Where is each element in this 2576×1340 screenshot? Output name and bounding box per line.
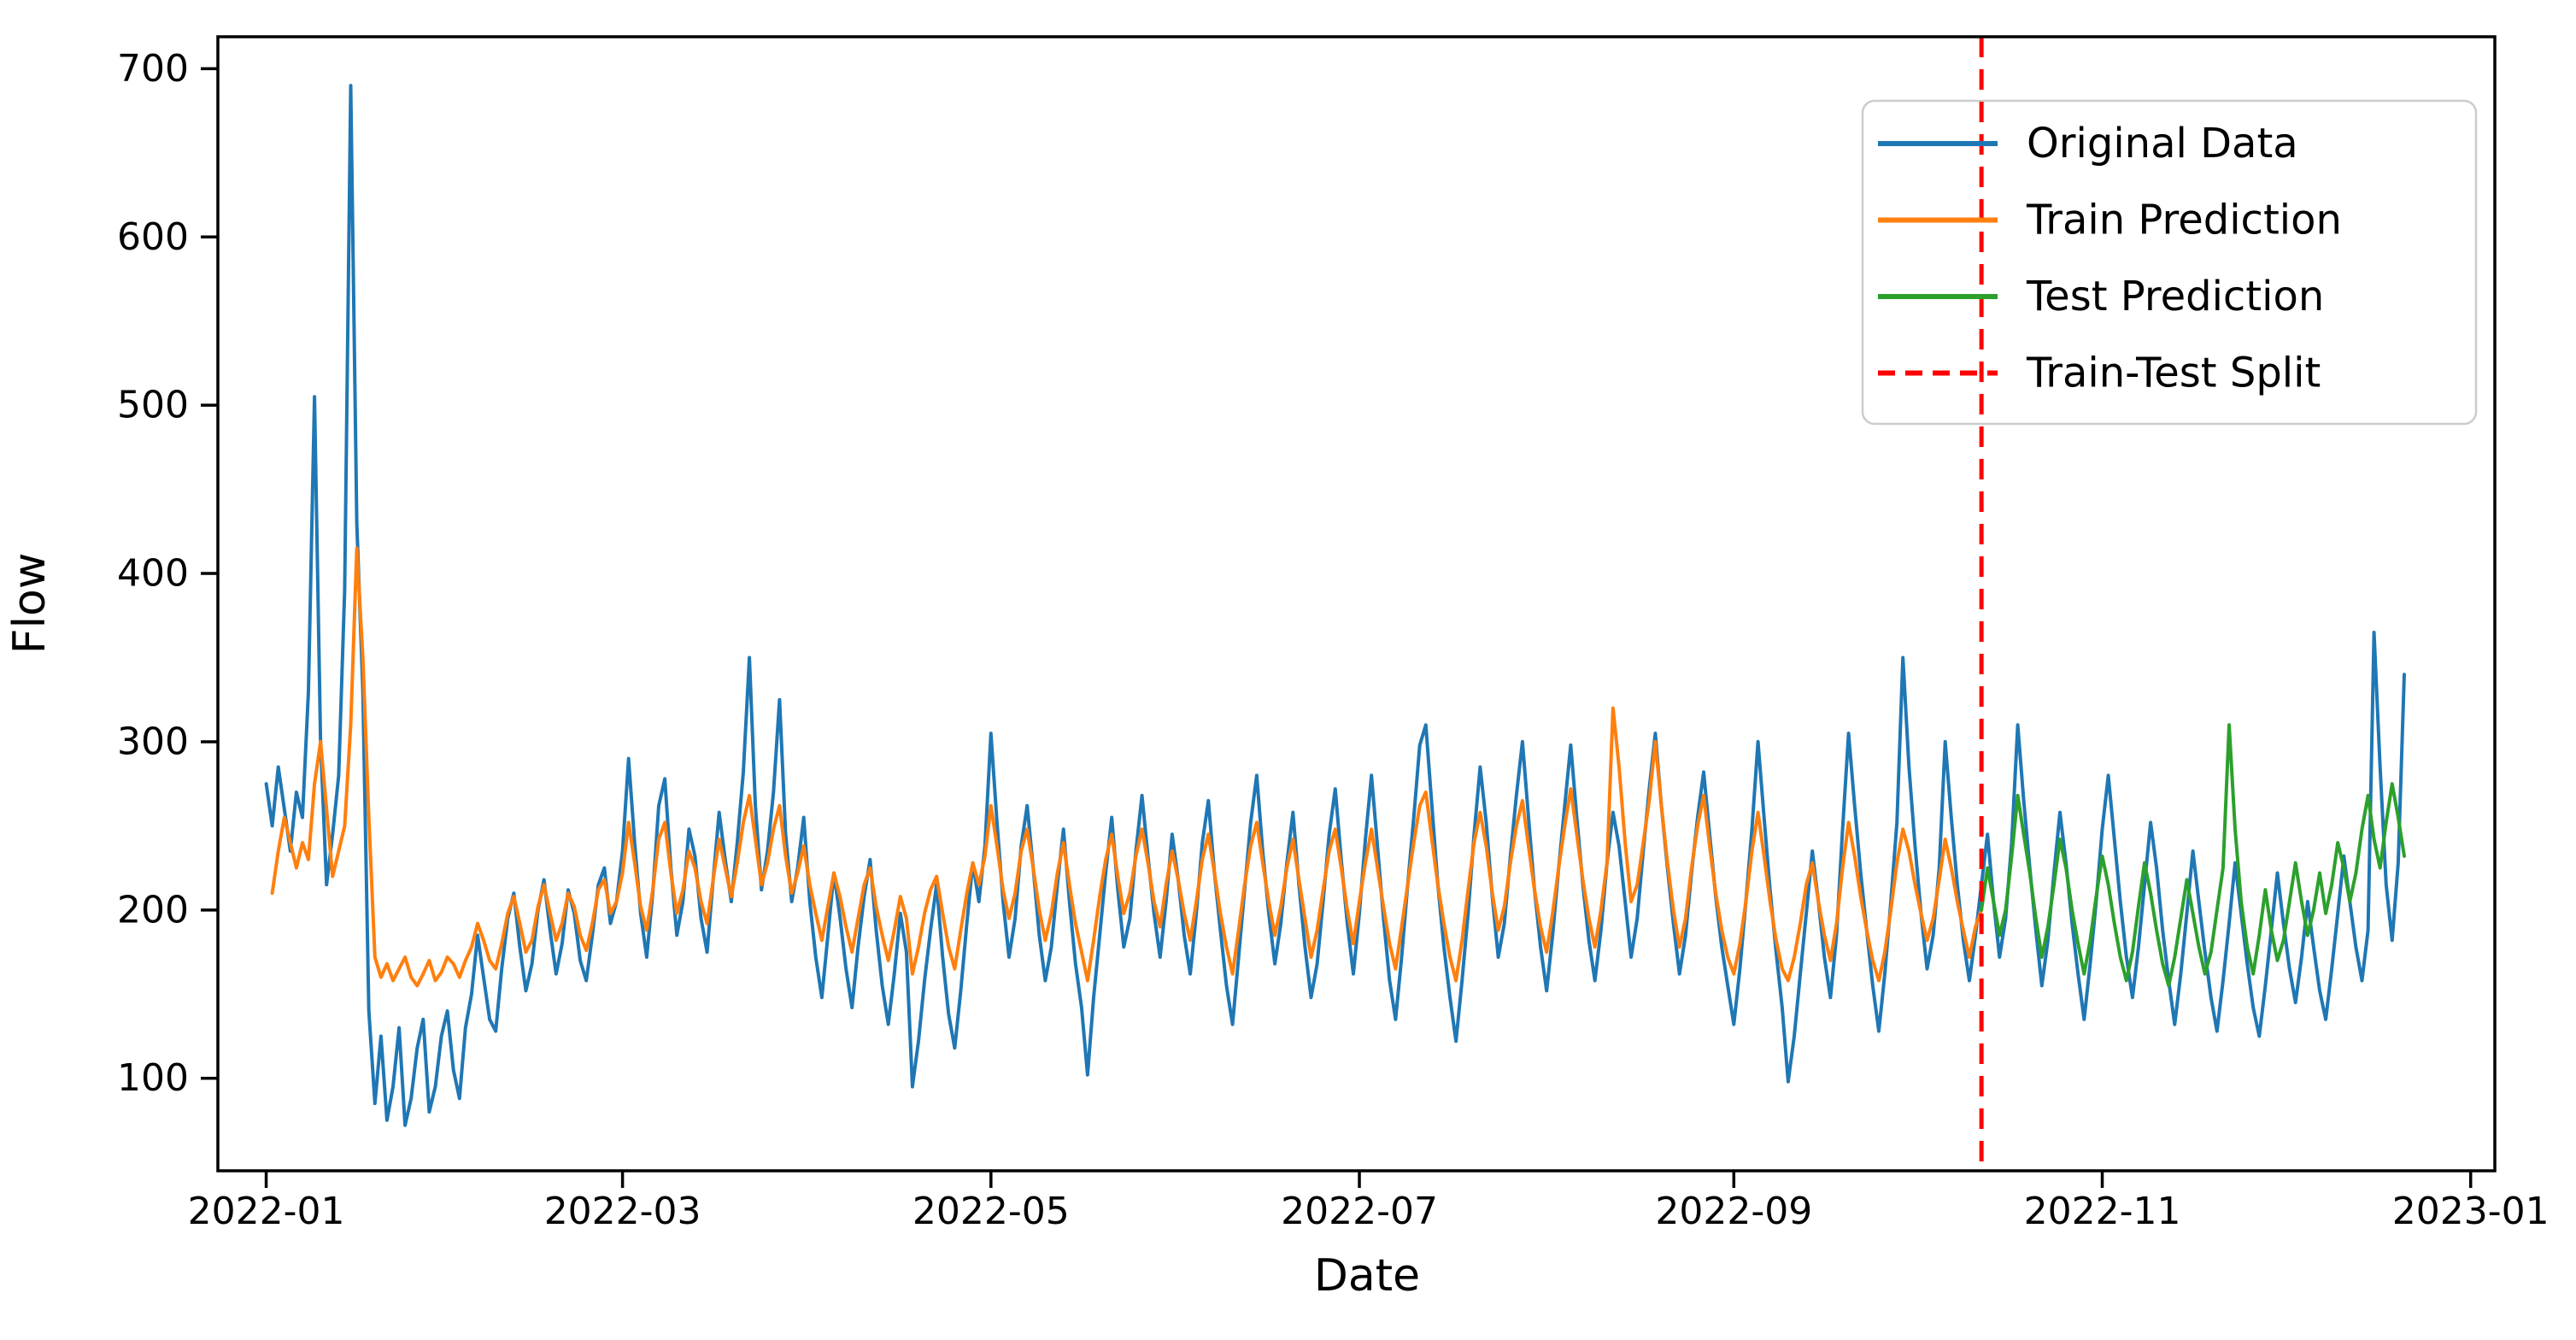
legend-entry-label: Train Prediction <box>2026 197 2342 244</box>
y-tick-label: 100 <box>117 1056 189 1100</box>
x-tick-label: 2022-03 <box>544 1190 701 1233</box>
legend-frame <box>1861 99 2478 426</box>
x-tick-label: 2022-11 <box>2024 1190 2181 1233</box>
y-tick-label: 500 <box>117 384 189 427</box>
y-tick-label: 300 <box>117 720 189 763</box>
y-tick-label: 600 <box>117 215 189 259</box>
legend: Original Data Train Prediction Test Predic… <box>1878 120 2342 397</box>
x-tick-label: 2023-01 <box>2392 1190 2550 1233</box>
series-line-train-prediction <box>270 546 1984 988</box>
x-tick-label: 2022-01 <box>188 1190 345 1233</box>
x-tick-label: 2022-09 <box>1655 1190 1812 1233</box>
legend-entry-label: Test Prediction <box>2026 273 2324 320</box>
plot-spines <box>216 35 2497 1172</box>
series-lines <box>264 84 2406 1127</box>
x-tick-label: 2022-05 <box>912 1190 1070 1233</box>
legend-background <box>1861 99 2478 426</box>
y-tick-label: 700 <box>117 47 189 91</box>
legend-entry-label: Original Data <box>2027 120 2298 168</box>
series-line-test-prediction <box>1980 723 2406 988</box>
legend-entry-label: Train-Test Split <box>2026 350 2321 397</box>
series-line-original-data <box>264 84 2406 1127</box>
legend-entry-train-prediction: Train Prediction <box>1878 197 2342 244</box>
x-tick-label: 2022-07 <box>1281 1190 1438 1233</box>
legend-entry-original-data: Original Data <box>1878 120 2298 168</box>
legend-entry-test-prediction: Test Prediction <box>1878 273 2324 320</box>
y-axis-title: Flow <box>4 553 56 655</box>
x-axis-title: Date <box>1314 1250 1420 1302</box>
y-tick-label: 200 <box>117 888 189 932</box>
y-tick-label: 400 <box>117 552 189 596</box>
axes: 100 200 300 400 500 600 700 2022-01 2022-03 2022-… <box>117 35 2550 1233</box>
legend-entry-train-test-split: Train-Test Split <box>1878 350 2321 397</box>
